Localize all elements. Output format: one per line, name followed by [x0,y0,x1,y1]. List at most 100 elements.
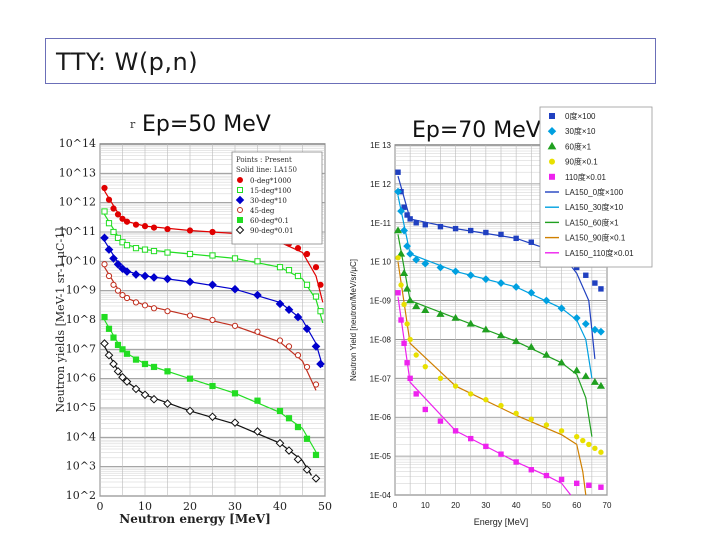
data-point [231,255,239,262]
data-point [483,443,489,450]
data-point [110,228,117,236]
data-point [132,356,140,363]
legend-marker [549,158,555,165]
data-point [164,225,171,233]
right-x-axis-label: Energy [MeV] [474,517,529,527]
data-point [302,324,312,334]
data-point [185,406,195,416]
y-tick-label: 10^2 [66,489,96,502]
data-point [481,275,490,284]
data-point [141,360,149,368]
data-point [186,312,194,319]
data-point [398,317,404,323]
data-point [400,269,409,277]
y-tick-label: 1E 12 [370,180,391,189]
fit-line [397,234,593,437]
data-point [163,399,172,408]
data-point [185,277,195,287]
data-point [401,340,407,347]
data-point [303,250,311,258]
legend-marker [237,207,243,213]
y-tick-label: 1E-06 [370,413,392,422]
data-point [483,229,489,236]
data-point [395,290,401,296]
data-point [104,350,114,360]
data-point [141,246,149,253]
data-point [496,331,506,339]
data-point [101,208,108,215]
x-tick-label: 10 [138,500,152,513]
x-tick-label: 60 [572,501,581,510]
data-point [101,184,108,192]
legend-label: 90度×0.1 [565,157,598,167]
data-point [403,284,412,292]
legend-marker [237,177,243,183]
x-tick-label: 40 [512,501,521,510]
data-point [109,359,118,369]
data-point [317,308,324,315]
data-point [105,220,113,227]
x-tick-label: 50 [542,501,551,510]
data-point [113,367,123,376]
data-point [150,363,158,371]
data-point [253,427,262,436]
data-point [393,226,403,234]
legend-label: 0度×100 [565,111,596,121]
data-point [140,390,150,400]
data-point [294,272,302,280]
data-point [209,252,216,259]
y-tick-label: 1E-11 [370,219,391,228]
data-point [119,291,126,299]
data-point [149,273,159,282]
data-point [400,226,408,235]
data-point [481,325,490,333]
data-point [303,435,311,442]
data-point [528,467,534,473]
data-point [149,394,159,404]
data-point [123,242,131,249]
legend-marker [547,126,557,136]
legend-marker [549,113,555,119]
data-point [285,267,293,274]
data-point [311,342,321,351]
data-point [253,290,262,300]
data-point [317,281,324,288]
data-point [101,313,108,321]
data-point [275,438,285,448]
data-point [407,216,413,222]
data-point [468,391,474,397]
data-point [276,337,284,344]
data-point [123,218,131,225]
data-point [396,249,406,257]
data-point [437,223,444,230]
y-tick-label: 1E-05 [370,452,392,461]
data-point [512,283,521,291]
y-tick-label: 10^13 [59,166,96,179]
data-point [466,271,475,280]
data-point [164,368,171,375]
data-point [592,280,598,286]
data-point [528,239,534,245]
data-point [527,288,536,297]
x-tick-label: 10 [421,501,430,510]
data-point [468,227,474,234]
data-point [284,446,294,455]
data-point [150,224,158,231]
data-point [404,360,410,366]
data-point [118,372,127,382]
data-point [436,263,445,272]
data-point [141,223,149,230]
data-point [114,341,122,349]
data-point [163,274,172,284]
data-point [404,212,410,218]
data-point [422,406,428,413]
data-point [105,196,113,203]
data-point [403,242,412,251]
legend-marker [547,141,557,150]
data-point [132,245,140,252]
data-point [452,428,459,434]
data-point [230,418,240,427]
y-tick-label: 10^14 [59,137,96,150]
data-point [421,306,430,313]
data-point [498,402,504,409]
